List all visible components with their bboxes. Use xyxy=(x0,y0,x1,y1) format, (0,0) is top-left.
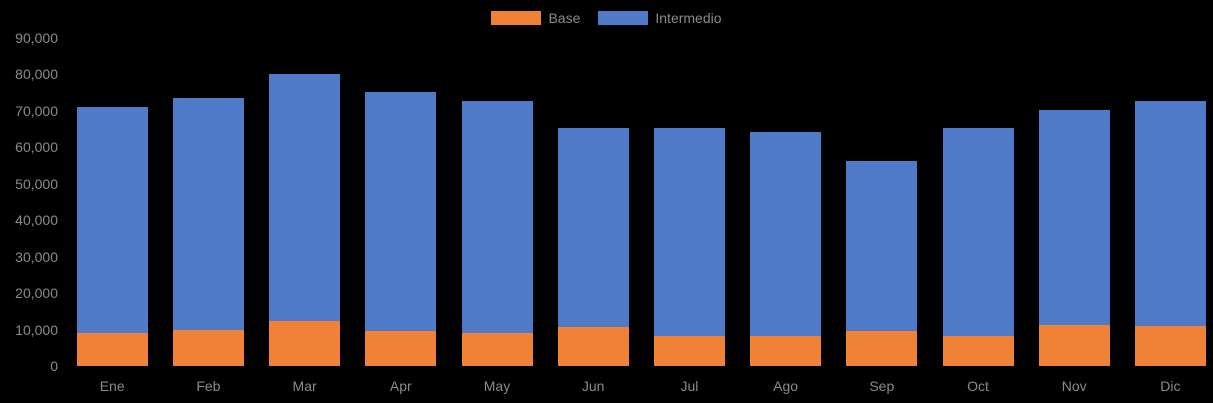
y-tick-label: 20,000 xyxy=(15,285,58,302)
bar-jun xyxy=(557,128,629,366)
x-tick-label: Jun xyxy=(581,378,605,394)
bar-segment-intermedio xyxy=(461,101,533,334)
y-tick-label: 0 xyxy=(50,358,58,374)
y-tick-label: 80,000 xyxy=(15,66,58,83)
bar-segment-base xyxy=(557,327,629,366)
bar-mar xyxy=(269,73,341,366)
legend-swatch-base-icon xyxy=(491,11,542,25)
bar-segment-intermedio xyxy=(653,127,725,336)
legend-item-base: Base xyxy=(491,10,580,26)
x-tick-label: Ene xyxy=(99,378,125,394)
x-tick-label: May xyxy=(483,378,511,394)
bar-segment-base xyxy=(172,330,244,366)
bar-ene xyxy=(76,107,148,366)
y-tick-label: 10,000 xyxy=(15,321,58,338)
bar-sep xyxy=(846,160,918,366)
y-axis: 0 10,000 20,000 30,000 40,000 50,000 60,000 70,… xyxy=(0,30,58,374)
y-tick-label: 30,000 xyxy=(15,248,58,265)
bar-segment-base xyxy=(461,333,533,366)
bar-segment-base xyxy=(653,335,725,366)
legend: Base Intermedio xyxy=(0,10,1213,26)
bar-dic xyxy=(1134,101,1206,366)
plot-area xyxy=(68,38,1213,366)
bar-segment-base xyxy=(76,333,148,366)
legend-label-intermedio: Intermedio xyxy=(655,10,722,26)
x-axis: Ene Feb Mar Apr May Jun Jul Ago Sep Oct Nov Dic xyxy=(68,377,1213,395)
bar-ago xyxy=(750,131,822,366)
x-tick-label: Dic xyxy=(1160,378,1181,394)
bar-segment-intermedio xyxy=(269,73,341,322)
y-tick-label: 90,000 xyxy=(15,30,58,46)
legend-swatch-intermedio-icon xyxy=(598,11,649,25)
bar-segment-intermedio xyxy=(172,98,244,331)
bar-segment-intermedio xyxy=(942,128,1014,337)
x-tick-label: Jul xyxy=(680,378,699,394)
y-tick-label: 60,000 xyxy=(15,139,58,156)
y-tick-label: 50,000 xyxy=(15,175,58,192)
x-tick-label: Sep xyxy=(869,378,895,394)
bar-segment-base xyxy=(942,336,1014,366)
bar-oct xyxy=(942,128,1014,366)
bar-segment-intermedio xyxy=(846,160,918,332)
bar-segment-base xyxy=(269,321,341,366)
x-tick-label: Apr xyxy=(389,378,412,394)
x-tick-label: Ago xyxy=(773,378,799,394)
bar-nov xyxy=(1038,110,1110,366)
legend-item-intermedio: Intermedio xyxy=(598,10,722,26)
x-tick-label: Feb xyxy=(196,378,221,394)
legend-label-base: Base xyxy=(548,10,581,26)
bar-segment-intermedio xyxy=(76,107,148,334)
bar-segment-intermedio xyxy=(557,128,629,328)
y-tick-label: 70,000 xyxy=(15,102,58,119)
bar-may xyxy=(461,101,533,366)
x-tick-label: Oct xyxy=(967,378,989,394)
bar-segment-intermedio xyxy=(1038,110,1110,326)
bar-segment-base xyxy=(750,335,822,366)
bar-segment-intermedio xyxy=(365,91,437,332)
bar-segment-intermedio xyxy=(1134,101,1206,326)
bar-feb xyxy=(172,98,244,366)
bar-segment-base xyxy=(365,331,437,366)
bar-segment-base xyxy=(846,331,918,366)
bar-jul xyxy=(653,127,725,366)
x-tick-label: Mar xyxy=(292,378,317,394)
x-tick-label: Nov xyxy=(1061,378,1087,394)
bar-segment-base xyxy=(1038,325,1110,366)
bar-segment-intermedio xyxy=(750,131,822,336)
bar-apr xyxy=(365,91,437,366)
y-tick-label: 40,000 xyxy=(15,212,58,229)
bar-segment-base xyxy=(1134,325,1206,366)
